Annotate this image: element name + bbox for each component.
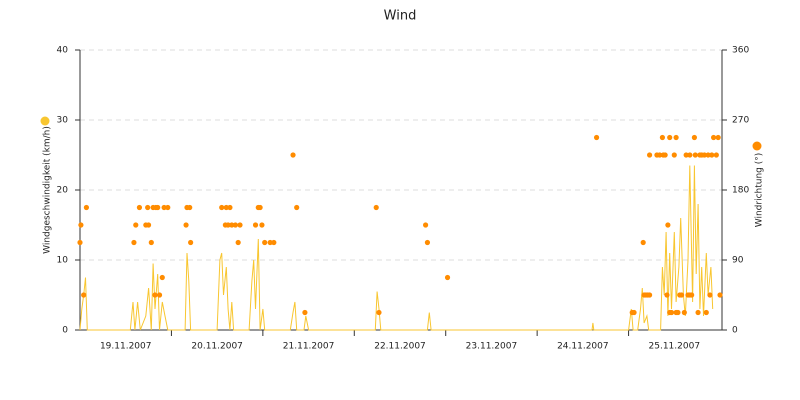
wind-direction-point [647,292,653,298]
y-legend-marker [40,116,50,126]
wind-direction-point [271,239,277,246]
wind-direction-point [707,292,713,298]
wind-direction-point [225,222,231,228]
wind-direction-point [593,134,600,141]
wind-direction-point [252,222,259,228]
wind-direction-point [664,292,670,298]
wind-direction-point [183,222,189,228]
wind-direction-point [152,292,158,298]
wind-direction-point [145,222,152,228]
wind-direction-point [376,309,382,316]
wind-direction-point [232,222,239,228]
y-tick-label: 20 [57,186,69,196]
wind-direction-point [692,152,698,158]
y-tick-label: 10 [57,256,69,266]
wind-direction-point [423,222,429,228]
wind-direction-point [302,309,308,316]
wind-direction-point [136,204,143,211]
wind-direction-point [133,222,139,228]
wind-direction-point [159,274,165,281]
wind-direction-point [681,309,687,316]
y-tick-label: 30 [57,116,69,126]
wind-direction-point [689,292,695,298]
x-tick-label: 21.11.2007 [283,342,335,352]
y-tick-label: 0 [62,326,68,336]
wind-direction-point [290,152,296,158]
wind-direction-point [267,239,273,246]
wind-direction-point [259,222,265,228]
wind-direction-point [262,239,268,246]
x-tick-label: 25.11.2007 [649,342,701,352]
wind-direction-point [81,292,87,298]
y2-tick-label: 360 [732,46,749,56]
wind-direction-point [78,222,84,228]
wind-direction-point [77,239,83,246]
wind-direction-point [187,204,193,211]
wind-direction-point [687,152,693,158]
wind-direction-point [705,152,711,158]
wind-direction-point [294,204,300,211]
wind-direction-point [424,239,431,246]
y-tick-label: 40 [57,46,69,56]
wind-direction-point [683,152,689,158]
wind-direction-point [188,239,194,246]
wind-direction-point [223,204,229,211]
x-tick-label: 23.11.2007 [466,342,518,352]
wind-direction-point [679,292,685,298]
y2-tick-label: 90 [732,256,744,266]
wind-direction-point [695,309,701,316]
wind-direction-point [647,152,653,158]
wind-direction-point [667,134,673,141]
wind-direction-point [640,239,646,246]
y2-tick-label: 0 [732,326,738,336]
wind-direction-point [709,152,715,158]
wind-direction-point [703,309,709,316]
wind-direction-point [229,222,235,228]
wind-direction-point [161,204,167,211]
x-tick-label: 19.11.2007 [100,342,152,352]
wind-direction-point [675,309,681,316]
x-tick-label: 22.11.2007 [374,342,426,352]
wind-direction-point [83,204,89,211]
y2-tick-label: 180 [732,186,749,196]
wind-direction-point [665,222,671,228]
wind-direction-point [235,239,241,246]
wind-direction-point [156,292,163,298]
wind-direction-point [219,204,225,211]
wind-direction-point [631,309,637,316]
wind-speed-line [79,165,714,331]
wind-direction-point [165,204,171,211]
wind-direction-point [155,204,161,211]
wind-direction-point [673,134,679,141]
wind-direction-point [662,152,668,158]
wind-direction-point [691,134,698,141]
wind-direction-point [711,134,717,141]
y2-legend-marker [752,141,762,151]
wind-direction-point [701,152,708,158]
wind-direction-point [717,292,723,298]
wind-direction-point [148,239,154,246]
wind-direction-point [257,204,263,211]
y-axis-title: Windgeschwindigkeit (km/h) [43,126,53,254]
x-tick-label: 20.11.2007 [191,342,243,352]
chart-title: Wind [384,9,417,24]
wind-direction-point [373,204,379,211]
wind-direction-point [145,204,151,211]
y2-axis-title: Windrichtung (°) [755,153,765,228]
wind-direction-point [671,152,677,158]
x-tick-label: 24.11.2007 [557,342,609,352]
wind-direction-point [659,134,666,141]
y2-tick-label: 270 [732,116,749,126]
wind-direction-point [713,152,719,158]
wind-direction-point [715,134,721,141]
wind-direction-point [227,204,233,211]
wind-direction-point [237,222,243,228]
wind-direction-point [131,239,137,246]
wind-direction-point [668,309,675,316]
wind-direction-point [444,274,451,281]
wind-direction-point [657,152,663,158]
